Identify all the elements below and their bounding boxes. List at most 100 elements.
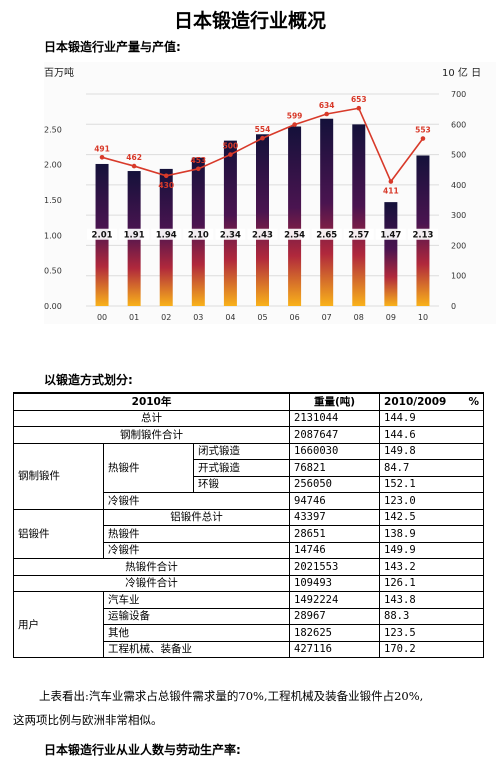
row-label: 热锻件合计 xyxy=(12,558,291,576)
category-label: 04 xyxy=(225,313,235,322)
row-weight: 76821 xyxy=(289,459,381,477)
bar-label-bg xyxy=(407,228,438,240)
row-label: 铝锻件总计 xyxy=(102,508,291,526)
row-label: 热锻件 xyxy=(102,525,291,543)
bar-value-label: 2.01 xyxy=(92,231,113,241)
line-value-label: 462 xyxy=(126,153,142,162)
right-tick-label: 300 xyxy=(451,211,466,220)
left-tick-label: 2.00 xyxy=(44,161,62,170)
left-tick-label: 0.00 xyxy=(44,302,62,311)
right-tick-label: 600 xyxy=(451,120,466,129)
line-point xyxy=(131,163,137,169)
table-row: 热锻件 28651 138.9 xyxy=(14,525,485,543)
row-label: 开式锻造 xyxy=(192,459,291,477)
row-weight: 256050 xyxy=(289,475,381,493)
category-label: 01 xyxy=(129,313,139,322)
bar-value-label: 2.34 xyxy=(220,231,241,241)
line-value-label: 553 xyxy=(415,126,431,135)
line-point xyxy=(420,136,426,141)
table-row: 冷锻件合计 109493 126.1 xyxy=(12,574,485,592)
bar-label-bg xyxy=(215,228,246,240)
row-weight: 14746 xyxy=(289,541,381,559)
line-point xyxy=(99,154,105,160)
group-label-hot: 热锻件 xyxy=(103,442,194,493)
table-row: 用户 汽车业 1492224 143.8 xyxy=(13,591,485,658)
row-ratio: 123.0 xyxy=(379,492,485,510)
bar-value-label: 2.43 xyxy=(252,231,273,241)
row-label: 闭式锻造 xyxy=(192,442,291,460)
category-label: 00 xyxy=(97,313,107,322)
row-label: 冷锻件 xyxy=(102,492,291,510)
section-heading-output: 日本锻造行业产量与产值: xyxy=(44,40,181,54)
table-row: 钢制锻件 热锻件 闭式锻造 1660030 149.8 xyxy=(13,442,485,510)
right-tick-label: 700 xyxy=(451,90,466,99)
bar-label-bg xyxy=(279,228,310,240)
table-row: 其他 182625 123.5 xyxy=(14,624,485,642)
category-label: 09 xyxy=(386,313,396,322)
category-label: 06 xyxy=(289,313,299,322)
row-ratio: 88.3 xyxy=(379,607,485,625)
bar-value-label: 2.57 xyxy=(348,231,369,241)
line-point xyxy=(228,152,233,157)
section-heading-method: 以锻造方式划分: xyxy=(44,373,133,387)
row-ratio: 170.2 xyxy=(379,640,485,658)
row-label: 环锻 xyxy=(192,475,291,493)
header-year: 2010年 xyxy=(12,392,291,411)
bar xyxy=(320,118,334,306)
line-value-label: 430 xyxy=(158,181,174,190)
line-point xyxy=(292,122,297,127)
category-label: 10 xyxy=(418,313,428,322)
category-label: 07 xyxy=(322,313,332,322)
chart-area: 百万吨 10 亿 日 0 100 200 300 400 500 600 700 0.00 0.50 1… xyxy=(44,62,496,324)
right-tick-label: 200 xyxy=(451,241,466,250)
row-weight: 2021553 xyxy=(289,558,381,576)
table-row: 环锻 256050 152.1 xyxy=(14,475,485,493)
row-label: 冷锻件 xyxy=(102,541,291,559)
line-value-label: 500 xyxy=(223,142,239,151)
row-ratio: 126.1 xyxy=(379,574,485,592)
line-value-label: 411 xyxy=(383,187,399,196)
row-ratio: 149.8 xyxy=(379,442,485,460)
left-axis-title: 百万吨 xyxy=(44,66,74,79)
table-row: 冷锻件 14746 149.9 xyxy=(14,541,485,559)
summary-paragraph-cont: 这两项比例与欧洲非常相似。 xyxy=(13,713,163,727)
left-tick-label: 1.50 xyxy=(44,196,62,205)
bar xyxy=(223,140,237,306)
header-weight: 重量(吨) xyxy=(289,392,381,411)
row-ratio: 144.9 xyxy=(379,409,485,427)
line-point xyxy=(196,166,201,172)
line-value-label: 599 xyxy=(287,112,303,121)
bar-label-bg xyxy=(375,228,406,240)
table-row: 热锻件合计 2021553 143.2 xyxy=(12,558,485,576)
summary-paragraph: 上表看出:汽车业需求占总锻件需求量的70%,工程机械及装备业锻件占20%, xyxy=(39,689,424,703)
right-tick-label: 0 xyxy=(451,302,456,311)
group-label-steel: 钢制锻件 xyxy=(13,442,104,510)
row-weight: 28651 xyxy=(289,525,381,543)
group-label-aluminum: 铝锻件 xyxy=(13,508,104,559)
bar-value-label: 2.54 xyxy=(284,231,305,241)
category-label: 02 xyxy=(161,313,171,322)
row-label: 总计 xyxy=(12,409,291,427)
row-ratio: 143.8 xyxy=(379,591,485,609)
left-tick-label: 2.50 xyxy=(44,125,62,134)
table-row: 总计 2131044 144.9 xyxy=(12,409,485,427)
row-label: 冷锻件合计 xyxy=(12,574,291,592)
row-label: 工程机械、装备业 xyxy=(102,640,291,658)
row-ratio: 84.7 xyxy=(379,459,485,477)
table-row: 铝锻件 铝锻件总计 43397 142.5 xyxy=(13,508,485,559)
row-ratio: 152.1 xyxy=(379,475,485,493)
left-tick-label: 0.50 xyxy=(44,267,62,276)
line-point xyxy=(324,111,329,117)
bar-value-label: 2.65 xyxy=(316,231,337,241)
line-point xyxy=(260,135,265,141)
row-ratio: 149.9 xyxy=(379,541,485,559)
right-tick-label: 100 xyxy=(451,272,466,281)
bar-label-bg xyxy=(87,228,118,240)
row-weight: 43397 xyxy=(289,508,381,526)
page-title: 日本锻造行业概况 xyxy=(173,10,326,32)
row-weight: 1492224 xyxy=(289,591,381,609)
bar xyxy=(288,126,302,306)
row-weight: 427116 xyxy=(289,640,381,658)
forging-table: 2010年 重量(吨) 2010/2009% 总计 2131044 144.9 … xyxy=(12,392,485,658)
right-axis-title: 10 亿 日 xyxy=(442,66,481,79)
